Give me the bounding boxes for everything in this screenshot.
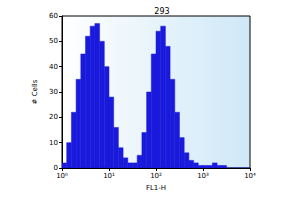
svg-text:30: 30 [49,88,58,96]
svg-text:10³: 10³ [197,172,209,180]
svg-text:60: 60 [49,12,58,20]
svg-text:20: 20 [49,113,58,121]
svg-text:40: 40 [49,63,58,71]
svg-text:0: 0 [53,164,58,172]
svg-text:50: 50 [49,37,58,45]
svg-text:# Cells: # Cells [31,79,39,104]
svg-text:10: 10 [49,139,58,147]
svg-text:10⁴: 10⁴ [244,172,256,180]
svg-text:293: 293 [154,7,169,16]
svg-text:FL1-H: FL1-H [146,184,166,192]
svg-text:10²: 10² [150,172,162,180]
svg-text:10¹: 10¹ [103,172,115,180]
svg-text:10⁰: 10⁰ [56,172,68,180]
